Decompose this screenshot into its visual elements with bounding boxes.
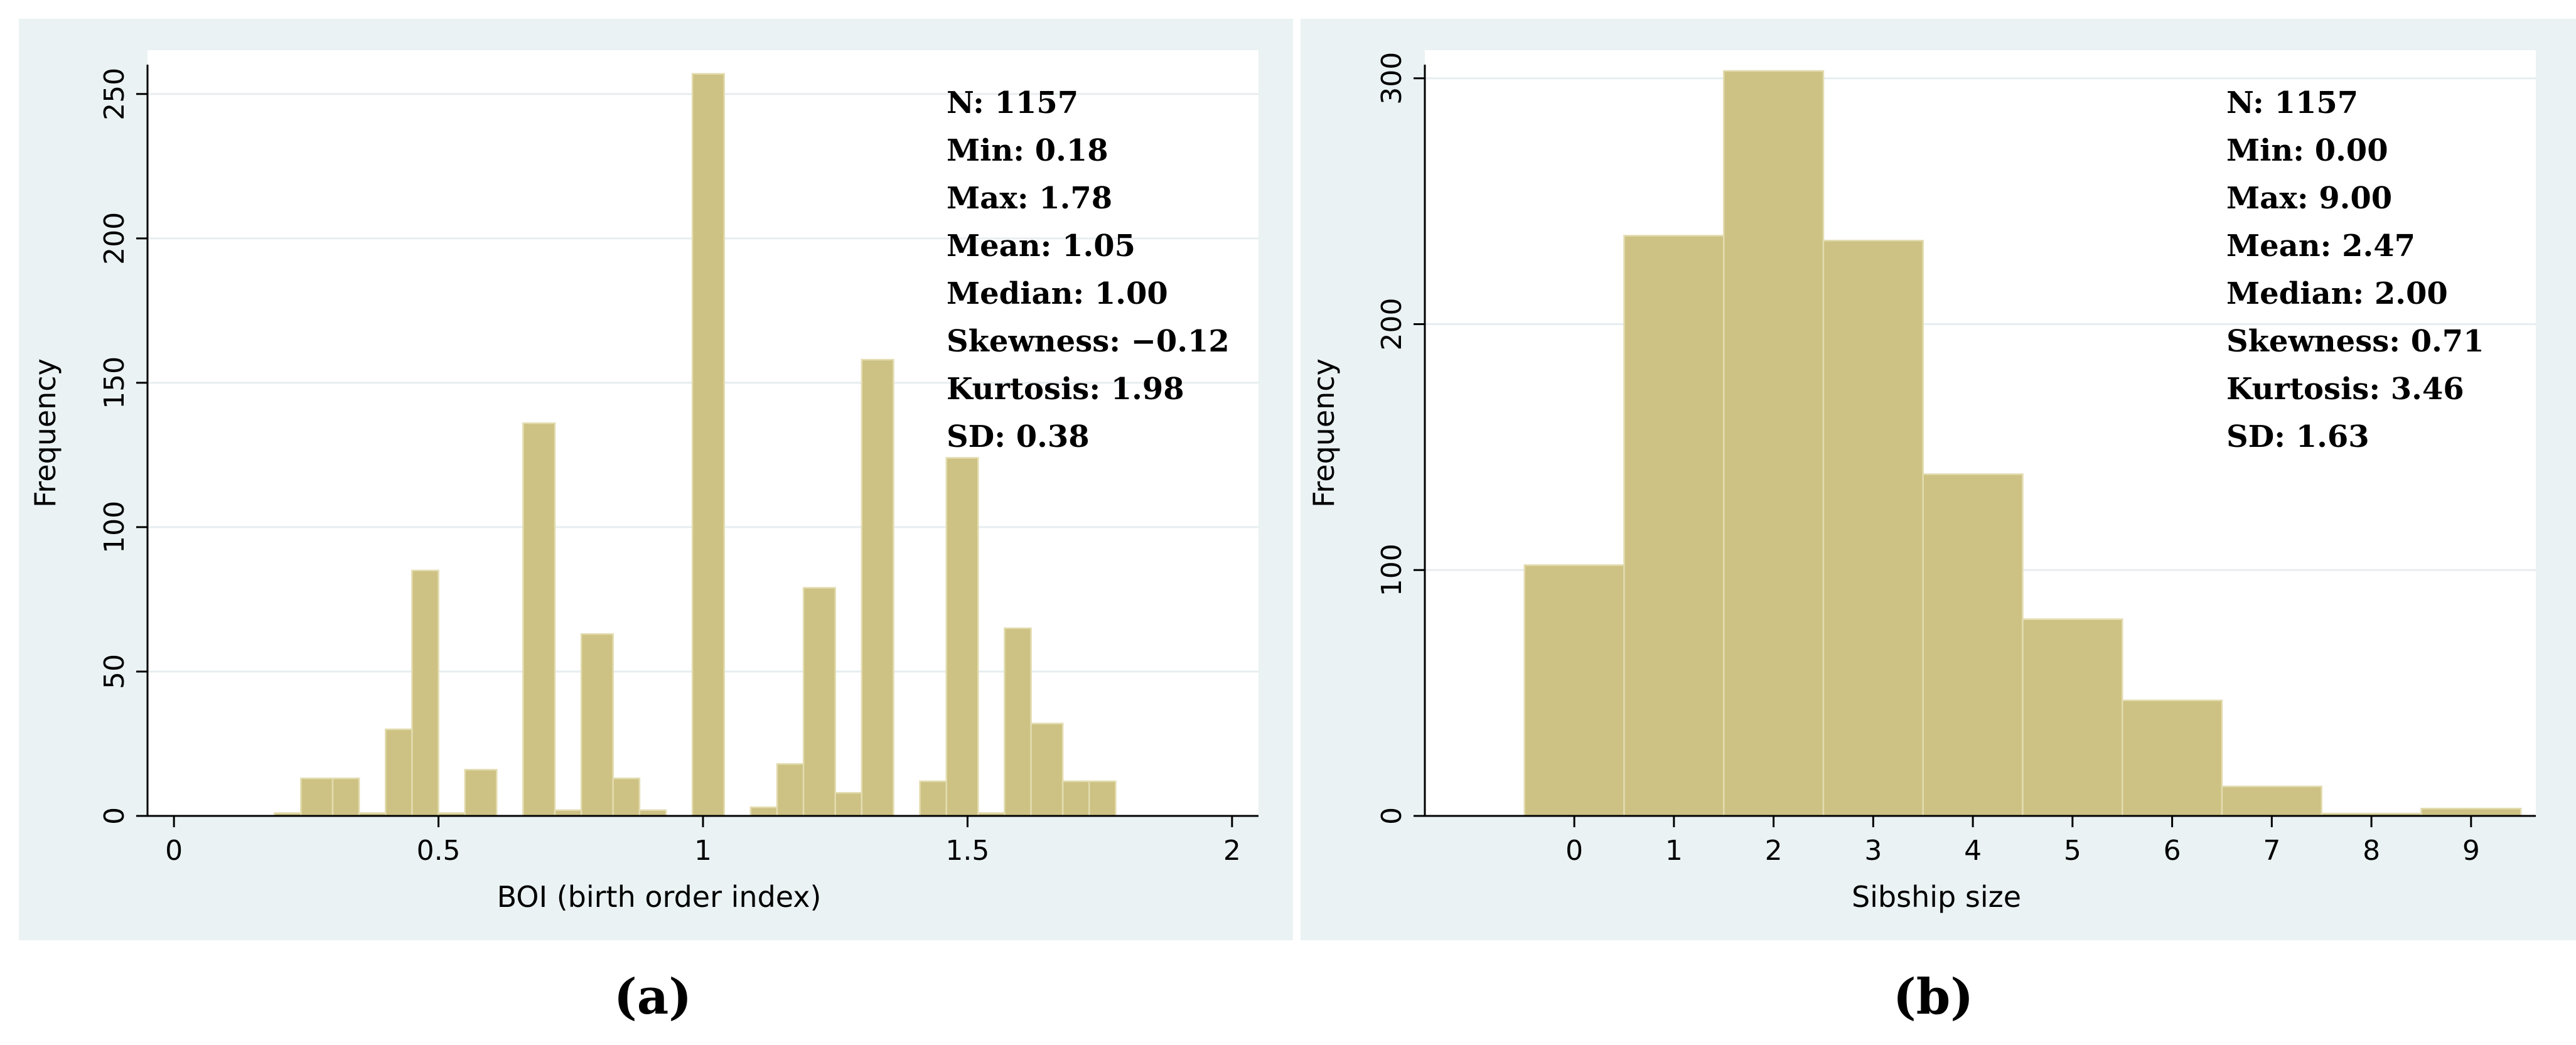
x-tick-label: 3 bbox=[1864, 835, 1882, 867]
histogram-bar bbox=[861, 358, 894, 817]
histogram-bar bbox=[385, 728, 413, 817]
y-tick-label: 100 bbox=[99, 501, 131, 554]
histogram-bar bbox=[802, 587, 836, 817]
x-tick-label: 4 bbox=[1964, 835, 1982, 867]
x-tick-label: 8 bbox=[2363, 835, 2380, 867]
statistic-line: Skewness: −0.12 bbox=[947, 324, 1230, 359]
y-tick-label: 50 bbox=[99, 654, 131, 689]
x-tick-label: 2 bbox=[1223, 835, 1241, 867]
x-tick-label: 0.5 bbox=[417, 835, 461, 867]
histogram-bar bbox=[776, 763, 805, 817]
caption-a: (a) bbox=[614, 968, 692, 1026]
statistic-line: Max: 9.00 bbox=[2226, 181, 2392, 216]
panel-b-x-axis-title: Sibship size bbox=[1852, 880, 2021, 914]
panel-b-bars bbox=[1523, 70, 2522, 817]
histogram-bar bbox=[1922, 473, 2024, 817]
y-tick-label: 0 bbox=[1376, 807, 1408, 825]
panel-b-axes bbox=[1414, 65, 2536, 827]
statistic-line: Mean: 1.05 bbox=[947, 228, 1135, 264]
statistic-line: Min: 0.18 bbox=[947, 133, 1108, 168]
y-tick-label: 200 bbox=[99, 212, 131, 265]
histogram-bar bbox=[945, 457, 979, 817]
statistic-line: Kurtosis: 1.98 bbox=[947, 372, 1184, 407]
histogram-bar bbox=[331, 777, 360, 817]
x-tick-label: 1.5 bbox=[945, 835, 989, 867]
histogram-bar bbox=[580, 633, 614, 817]
y-tick-label: 300 bbox=[1376, 52, 1408, 105]
panel-a-y-axis-title: Frequency bbox=[28, 358, 62, 508]
histogram-bar bbox=[522, 422, 556, 817]
panel-b-tick-labels: 0 100 200 300 0 1 2 3 4 5 6 7 8 9 bbox=[1376, 52, 2480, 867]
x-tick-label: 1 bbox=[1665, 835, 1683, 867]
panel-a-axes bbox=[136, 65, 1258, 827]
statistic-line: Skewness: 0.71 bbox=[2226, 324, 2484, 359]
panel-a: 0 50 100 150 200 250 0 0.5 1 1.5 2 BOI (birth orde… bbox=[19, 19, 1293, 940]
histogram-bar bbox=[1623, 235, 1725, 817]
y-tick-label: 250 bbox=[99, 68, 131, 121]
histogram-bar bbox=[1822, 240, 1924, 817]
statistic-line: N: 1157 bbox=[947, 85, 1078, 121]
histogram-bar bbox=[612, 777, 641, 817]
x-tick-label: 0 bbox=[165, 835, 183, 867]
histogram-bar bbox=[464, 769, 498, 817]
panel-a-bars bbox=[274, 73, 1117, 817]
statistic-line: SD: 0.38 bbox=[947, 419, 1090, 454]
x-tick-label: 5 bbox=[2064, 835, 2081, 867]
histogram-bar bbox=[1722, 70, 1825, 817]
histogram-bar bbox=[834, 791, 863, 817]
histogram-bar bbox=[749, 806, 778, 817]
panel-a-x-axis-title: BOI (birth order index) bbox=[497, 880, 822, 914]
histogram-bar bbox=[300, 777, 334, 817]
histogram-bar bbox=[411, 569, 439, 817]
statistic-line: Max: 1.78 bbox=[947, 181, 1112, 216]
statistic-line: N: 1157 bbox=[2226, 85, 2358, 121]
panel-b-y-axis-title: Frequency bbox=[1307, 358, 1341, 508]
statistic-line: Median: 2.00 bbox=[2226, 276, 2448, 311]
panel-a-tick-labels: 0 50 100 150 200 250 0 0.5 1 1.5 2 bbox=[99, 68, 1241, 867]
x-tick-label: 9 bbox=[2462, 835, 2480, 867]
histogram-bar bbox=[2221, 785, 2322, 817]
y-tick-label: 150 bbox=[99, 356, 131, 409]
y-tick-label: 200 bbox=[1376, 298, 1408, 351]
histogram-bar bbox=[2022, 618, 2123, 817]
histogram-bar bbox=[1030, 722, 1064, 817]
y-tick-label: 0 bbox=[99, 807, 131, 825]
y-tick-label: 100 bbox=[1376, 544, 1408, 596]
panel-b-statistics: N: 1157 Min: 0.00 Max: 9.00 Mean: 2.47 Media… bbox=[2226, 85, 2484, 454]
caption-b: (b) bbox=[1893, 968, 1973, 1026]
x-tick-label: 6 bbox=[2164, 835, 2181, 867]
histogram-bar bbox=[1061, 780, 1090, 817]
x-tick-label: 0 bbox=[1565, 835, 1583, 867]
histogram-bar bbox=[1004, 627, 1032, 817]
statistic-line: SD: 1.63 bbox=[2226, 419, 2369, 454]
x-tick-label: 1 bbox=[694, 835, 712, 867]
statistic-line: Kurtosis: 3.46 bbox=[2226, 372, 2464, 407]
statistic-line: Median: 1.00 bbox=[947, 276, 1168, 311]
x-tick-label: 7 bbox=[2263, 835, 2280, 867]
panel-b: 0 100 200 300 0 1 2 3 4 5 6 7 8 9 Sibship size Freque… bbox=[1301, 19, 2576, 940]
histogram-bar bbox=[2420, 807, 2522, 817]
histogram-bar bbox=[919, 780, 947, 817]
panel-a-statistics: N: 1157 Min: 0.18 Max: 1.78 Mean: 1.05 Media… bbox=[947, 85, 1230, 454]
x-tick-label: 2 bbox=[1765, 835, 1783, 867]
histogram-bar bbox=[1088, 780, 1117, 817]
histogram-bar bbox=[1523, 564, 1625, 817]
statistic-line: Mean: 2.47 bbox=[2226, 228, 2415, 264]
histogram-bar bbox=[2121, 699, 2223, 817]
histogram-bar bbox=[691, 73, 725, 817]
statistic-line: Min: 0.00 bbox=[2226, 133, 2388, 168]
